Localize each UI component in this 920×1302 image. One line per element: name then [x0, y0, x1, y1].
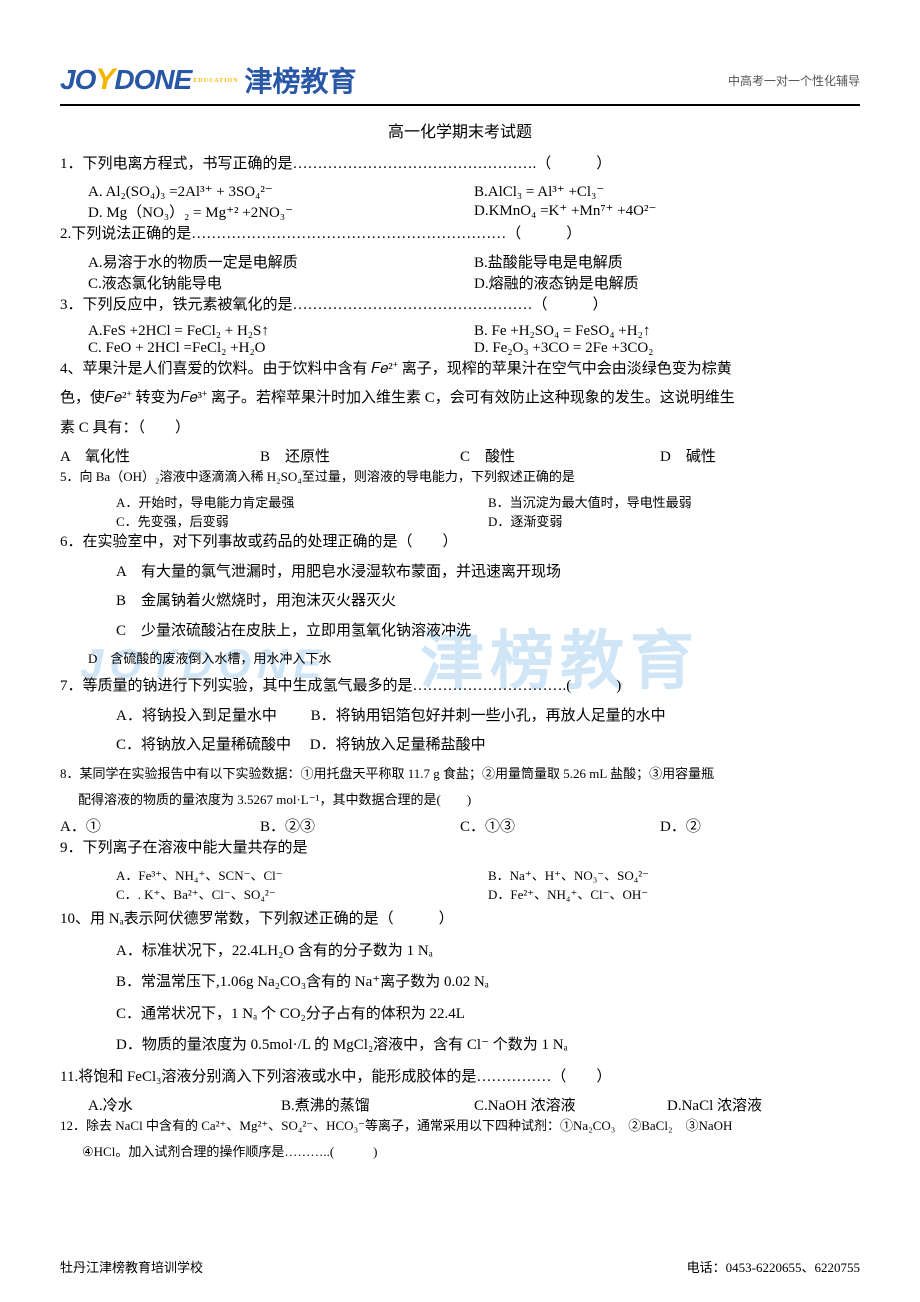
- q3-c: C. FeO + 2HCl =FeCl₂ +H₂O: [88, 340, 474, 357]
- q1-a: A. Al₂(SO₄)₃ =2Al³⁺ + 3SO₄²⁻: [88, 182, 474, 201]
- q2-stem: 2.下列说法正确的是………………………………………………………（ ）: [60, 222, 860, 248]
- q4-stem3: 素 C 具有：（ ）: [60, 416, 860, 442]
- q10-b: B．常温常压下,1.06g Na₂CO₃含有的 Na⁺离子数为 0.02 Nₐ: [60, 970, 860, 996]
- q10-stem: 10、用 Nₐ表示阿伏德罗常数，下列叙述正确的是（ ）: [60, 907, 860, 933]
- q2-c: C.液态氯化钠能导电: [88, 272, 474, 293]
- q2-row1: A.易溶于水的物质一定是电解质 B.盐酸能导电是电解质: [60, 251, 860, 272]
- q5-stem: 5．向 Ba（OH）₂溶液中逐滴滴入稀 H₂SO₄至过量，则溶液的导电能力，下列…: [60, 466, 860, 488]
- q8-d: D．②: [660, 815, 860, 836]
- q1-c: D. Mg（NO₃）₂ = Mg⁺² +2NO₃⁻: [88, 201, 474, 222]
- header-tagline: 中高考一对一个性化辅导: [728, 72, 860, 89]
- q2-d: D.熔融的液态钠是电解质: [474, 272, 860, 293]
- page-footer: 牡丹江津榜教育培训学校 电话：0453-6220655、6220755: [60, 1257, 860, 1276]
- logo-cn: 津榜教育: [245, 60, 357, 100]
- q6-c: C 少量浓硫酸沾在皮肤上，立即用氢氧化钠溶液冲洗: [60, 619, 860, 645]
- exam-title: 高一化学期末考试题: [60, 118, 860, 142]
- q4-c: C 酸性: [460, 445, 660, 466]
- q5-d: D．逐渐变弱: [488, 511, 860, 530]
- q5-row2: C．先变强，后变弱 D．逐渐变弱: [60, 511, 860, 530]
- q2-row2: C.液态氯化钠能导电 D.熔融的液态钠是电解质: [60, 272, 860, 293]
- q8-b: B．②③: [260, 815, 460, 836]
- q9-row2: C．. K⁺、Ba²⁺、Cl⁻、SO₄²⁻ D．Fe²⁺、NH₄⁺、Cl⁻、OH…: [60, 884, 860, 903]
- q5-b: B．当沉淀为最大值时，导电性最弱: [488, 492, 860, 511]
- q1-row1: A. Al₂(SO₄)₃ =2Al³⁺ + 3SO₄²⁻ B.AlCl₃ = A…: [60, 182, 860, 201]
- footer-school: 牡丹江津榜教育培训学校: [60, 1257, 203, 1276]
- q4-a: A 氧化性: [60, 445, 260, 466]
- q11-opts: A.冷水 B.煮沸的蒸馏 C.NaOH 浓溶液 D.NaCl 浓溶液: [60, 1094, 860, 1115]
- logo-education: EDUCATION: [193, 78, 238, 84]
- q9-c: C．. K⁺、Ba²⁺、Cl⁻、SO₄²⁻: [116, 884, 488, 903]
- q7-stem: 7．等质量的钠进行下列实验，其中生成氢气最多的是………………………….( ): [60, 674, 860, 700]
- q1-row2: D. Mg（NO₃）₂ = Mg⁺² +2NO₃⁻ D.KMnO₄ =K⁺ +M…: [60, 201, 860, 222]
- q8-a: A．①: [60, 815, 260, 836]
- q1-d: D.KMnO₄ =K⁺ +Mn⁷⁺ +4O²⁻: [474, 201, 860, 222]
- q3-row1: A.FeS +2HCl = FeCl₂ + H₂S↑ B. Fe +H₂SO₄ …: [60, 323, 860, 340]
- q5-row1: A．开始时，导电能力肯定最强 B．当沉淀为最大值时，导电性最弱: [60, 492, 860, 511]
- q9-b: B．Na⁺、H⁺、NO₃⁻、SO₄²⁻: [488, 865, 860, 884]
- q6-d: D 含硫酸的废液倒入水槽，用水冲入下水: [60, 648, 860, 670]
- q1-stem: 1．下列电离方程式，书写正确的是………………………………………….（ ）: [60, 152, 860, 178]
- logo-latin: JOYDONE: [60, 63, 191, 97]
- q9-row1: A．Fe³⁺、NH₄⁺、SCN⁻、Cl⁻ B．Na⁺、H⁺、NO₃⁻、SO₄²⁻: [60, 865, 860, 884]
- q8-stem2: 配得溶液的物质的量浓度为 3.5267 mol·L⁻¹，其中数据合理的是( ): [60, 789, 860, 811]
- q11-a: A.冷水: [88, 1094, 281, 1115]
- footer-phone: 电话：0453-6220655、6220755: [687, 1257, 860, 1276]
- q1-b: B.AlCl₃ = Al³⁺ +Cl₃⁻: [474, 182, 860, 201]
- q3-row2: C. FeO + 2HCl =FeCl₂ +H₂O D. Fe₂O₃ +3CO …: [60, 340, 860, 357]
- q7-c: C．将钠放入足量稀硫酸中: [116, 737, 291, 753]
- q5-a: A．开始时，导电能力肯定最强: [116, 492, 488, 511]
- q7-row2: C．将钠放入足量稀硫酸中 D．将钠放入足量稀盐酸中: [60, 733, 860, 759]
- q7-row1: A．将钠投入到足量水中 B．将钠用铝箔包好并刺一些小孔，再放人足量的水中: [60, 704, 860, 730]
- page-content: JOYDONE EDUCATION 津榜教育 中高考一对一个性化辅导 高一化学期…: [60, 60, 860, 1164]
- q10-a: A．标准状况下，22.4LH₂O 含有的分子数为 1 Nₐ: [60, 939, 860, 965]
- q8-stem1: 8．某同学在实验报告中有以下实验数据：①用托盘天平称取 11.7 g 食盐；②用…: [60, 763, 860, 785]
- q4-stem2: 色，使𝐹𝑒²⁺ 转变为𝐹𝑒³⁺ 离子。若榨苹果汁时加入维生素 C，会可有效防止这…: [60, 386, 860, 412]
- q11-stem: 11.将饱和 FeCl₃溶液分别滴入下列溶液或水中，能形成胶体的是……………（ …: [60, 1065, 860, 1091]
- q9-d: D．Fe²⁺、NH₄⁺、Cl⁻、OH⁻: [488, 884, 860, 903]
- q4-stem1: 4、苹果汁是人们喜爱的饮料。由于饮料中含有 𝐹𝑒²⁺ 离子，现榨的苹果汁在空气中…: [60, 357, 860, 383]
- q7-a: A．将钠投入到足量水中: [116, 708, 277, 724]
- q9-stem: 9．下列离子在溶液中能大量共存的是: [60, 836, 860, 862]
- q12-stem2: ④HCl。加入试剂合理的操作顺序是………..( ): [60, 1141, 860, 1163]
- q10-c: C．通常状况下，1 Nₐ 个 CO₂分子占有的体积为 22.4L: [60, 1002, 860, 1028]
- q7-d: D．将钠放入足量稀盐酸中: [310, 737, 486, 753]
- q11-d: D.NaCl 浓溶液: [667, 1094, 860, 1115]
- q2-a: A.易溶于水的物质一定是电解质: [88, 251, 474, 272]
- q3-b: B. Fe +H₂SO₄ = FeSO₄ +H₂↑: [474, 323, 860, 340]
- q3-d: D. Fe₂O₃ +3CO = 2Fe +3CO₂: [474, 340, 860, 357]
- q9-a: A．Fe³⁺、NH₄⁺、SCN⁻、Cl⁻: [116, 865, 488, 884]
- q4-opts: A 氧化性 B 还原性 C 酸性 D 碱性: [60, 445, 860, 466]
- q5-c: C．先变强，后变弱: [116, 511, 488, 530]
- q12-stem1: 12．除去 NaCl 中含有的 Ca²⁺、Mg²⁺、SO₄²⁻、HCO₃⁻等离子…: [60, 1115, 860, 1137]
- q4-b: B 还原性: [260, 445, 460, 466]
- q11-b: B.煮沸的蒸馏: [281, 1094, 474, 1115]
- q6-a: A 有大量的氯气泄漏时，用肥皂水浸湿软布蒙面，并迅速离开现场: [60, 560, 860, 586]
- logo: JOYDONE EDUCATION 津榜教育: [60, 60, 357, 100]
- q2-b: B.盐酸能导电是电解质: [474, 251, 860, 272]
- page-header: JOYDONE EDUCATION 津榜教育 中高考一对一个性化辅导: [60, 60, 860, 106]
- q4-d: D 碱性: [660, 445, 860, 466]
- q11-c: C.NaOH 浓溶液: [474, 1094, 667, 1115]
- q7-b: B．将钠用铝箔包好并刺一些小孔，再放人足量的水中: [311, 708, 666, 724]
- q6-b: B 金属钠着火燃烧时，用泡沫灭火器灭火: [60, 589, 860, 615]
- q3-stem: 3．下列反应中，铁元素被氧化的是…………………………………………（ ）: [60, 293, 860, 319]
- q6-stem: 6．在实验室中，对下列事故或药品的处理正确的是（ ）: [60, 530, 860, 556]
- q8-c: C．①③: [460, 815, 660, 836]
- q3-a: A.FeS +2HCl = FeCl₂ + H₂S↑: [88, 323, 474, 340]
- q10-d: D．物质的量浓度为 0.5mol·/L 的 MgCl₂溶液中，含有 Cl⁻ 个数…: [60, 1033, 860, 1059]
- q8-opts: A．① B．②③ C．①③ D．②: [60, 815, 860, 836]
